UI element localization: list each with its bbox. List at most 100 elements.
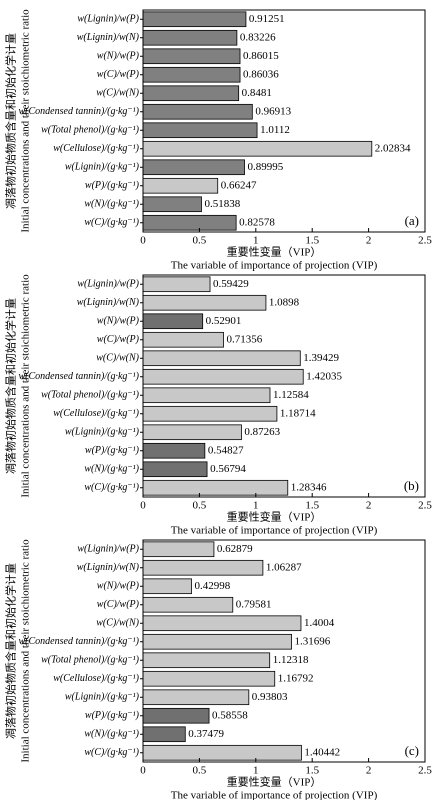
plot-frame — [142, 9, 426, 233]
value-label: 0.59429 — [213, 278, 249, 290]
value-label: 1.12584 — [273, 389, 309, 401]
value-label: 0.66247 — [221, 179, 257, 191]
category-label: w(C)/(g·kg⁻¹) — [84, 747, 139, 758]
bar — [142, 331, 224, 348]
x-axis-title: The variable of importance of projection… — [171, 525, 378, 537]
x-tick-label: 2 — [366, 765, 372, 777]
x-tick-label: 2 — [366, 235, 372, 247]
value-label: 1.12318 — [273, 654, 309, 666]
value-label: 0.37479 — [188, 728, 224, 740]
bar — [142, 707, 210, 724]
category-label: w(C)/(g·kg⁻¹) — [84, 217, 139, 228]
bar — [142, 633, 292, 650]
y-axis-title: Initial concentrations and their stoichi… — [20, 539, 32, 763]
category-label: w(N)/(g·kg⁻¹) — [84, 199, 139, 210]
value-label: 0.58558 — [212, 709, 248, 721]
value-label: 1.16792 — [278, 672, 314, 684]
value-label: 0.51838 — [204, 198, 240, 210]
value-label: 0.54827 — [208, 444, 244, 456]
value-label: 1.40442 — [304, 746, 340, 758]
panel-label: (b) — [404, 478, 419, 493]
x-tick-label: 2 — [366, 500, 372, 512]
bar — [142, 29, 238, 46]
category-label: w(N)/(g·kg⁻¹) — [84, 464, 139, 475]
x-axis-title: 重要性变量（VIP） — [227, 245, 322, 259]
category-label: w(N)/w(P) — [97, 581, 140, 592]
x-tick-label: 0.5 — [193, 500, 207, 512]
category-label: w(N)/(g·kg⁻¹) — [84, 729, 139, 740]
bar — [142, 294, 267, 311]
category-label: w(Lignin)/(g·kg⁻¹) — [65, 427, 140, 438]
x-tick-label: 2.5 — [418, 765, 432, 777]
y-axis-title: 凋落物初始物质含量和初始化学计量 — [4, 33, 18, 209]
panel-label: (a) — [405, 213, 419, 228]
x-axis-title: The variable of importance of projection… — [171, 260, 378, 272]
category-label: w(Total phenol)/(g·kg⁻¹) — [41, 390, 140, 401]
x-tick-label: 1 — [253, 765, 259, 777]
category-label: w(P)/(g·kg⁻¹) — [85, 180, 140, 191]
bar — [142, 670, 276, 687]
category-label: w(N)/w(P) — [97, 51, 140, 62]
bar — [142, 177, 219, 194]
value-label: 0.86015 — [243, 50, 279, 62]
bar — [142, 313, 204, 330]
plot-frame — [142, 539, 426, 763]
value-label: 0.52901 — [206, 315, 242, 327]
bar — [142, 744, 302, 761]
category-label: w(C)/w(P) — [97, 599, 140, 610]
value-label: 0.56794 — [210, 463, 246, 475]
bar — [142, 48, 241, 65]
x-tick-label: 1.5 — [305, 500, 319, 512]
value-label: 1.18714 — [280, 407, 316, 419]
category-label: w(Lignin)/w(N) — [77, 562, 140, 573]
bar — [142, 122, 258, 139]
bar — [142, 350, 301, 367]
x-tick-label: 0 — [140, 765, 146, 777]
bar — [142, 559, 264, 576]
bar — [142, 66, 241, 83]
bar — [142, 276, 211, 293]
category-label: w(Cellulose)/(g·kg⁻¹) — [53, 143, 139, 154]
category-label: w(Lignin)/w(N) — [77, 32, 140, 43]
panel-label: (c) — [405, 743, 419, 758]
value-label: 1.42035 — [306, 370, 342, 382]
bar — [142, 214, 237, 231]
x-tick-label: 0.5 — [193, 765, 207, 777]
value-label: 0.62879 — [217, 543, 253, 555]
bar — [142, 689, 250, 706]
value-label: 0.89995 — [248, 161, 284, 173]
value-label: 0.71356 — [226, 333, 262, 345]
bar — [142, 405, 278, 422]
x-axis-title: The variable of importance of projection… — [171, 790, 378, 800]
value-label: 0.42998 — [195, 580, 231, 592]
category-label: w(Cellulose)/(g·kg⁻¹) — [53, 408, 139, 419]
bar — [142, 196, 202, 213]
x-tick-label: 0.5 — [193, 235, 207, 247]
x-tick-label: 0 — [140, 235, 146, 247]
bar — [142, 387, 271, 404]
category-label: w(Lignin)/(g·kg⁻¹) — [65, 162, 140, 173]
plot-frame — [142, 274, 426, 498]
category-label: w(C)/w(N) — [96, 618, 139, 629]
bar — [142, 479, 289, 496]
category-label: w(Total phenol)/(g·kg⁻¹) — [41, 655, 140, 666]
y-axis-title: 凋落物初始物质含量和初始化学计量 — [4, 298, 18, 474]
category-label: w(Lignin)/w(P) — [77, 14, 139, 25]
value-label: 1.28346 — [291, 481, 327, 493]
bar — [142, 159, 245, 176]
category-label: w(Lignin)/(g·kg⁻¹) — [65, 692, 140, 703]
x-tick-label: 1.5 — [305, 765, 319, 777]
value-label: 0.8481 — [242, 87, 272, 99]
y-axis-title: Initial concentrations and their stoichi… — [20, 9, 32, 233]
bar — [142, 11, 247, 28]
x-tick-label: 2.5 — [418, 235, 432, 247]
bar — [142, 461, 208, 478]
x-tick-label: 1 — [253, 235, 259, 247]
category-label: w(P)/(g·kg⁻¹) — [85, 445, 140, 456]
value-label: 0.82578 — [239, 216, 275, 228]
x-tick-label: 2.5 — [418, 500, 432, 512]
value-label: 0.87263 — [244, 426, 280, 438]
bar — [142, 424, 242, 441]
value-label: 0.83226 — [240, 31, 276, 43]
value-label: 1.31696 — [295, 635, 331, 647]
